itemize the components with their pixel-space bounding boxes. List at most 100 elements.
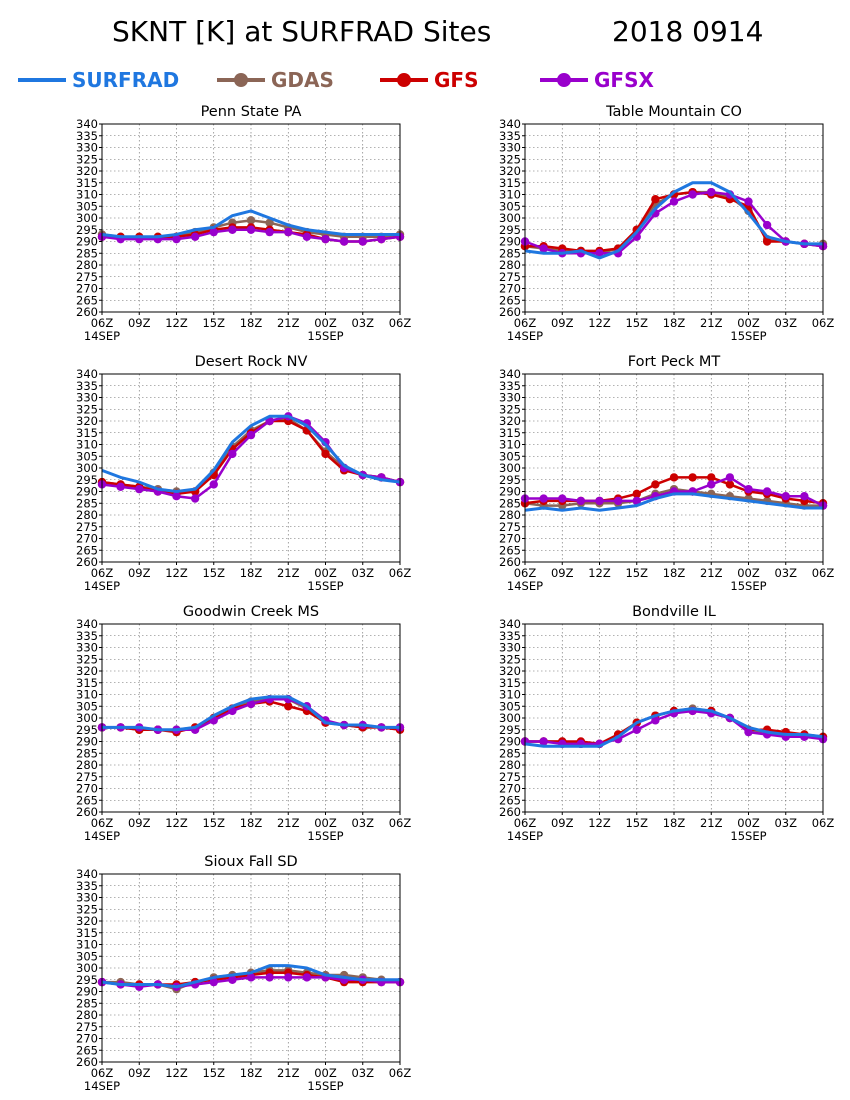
data-point-gfsx <box>539 244 548 253</box>
y-tick-label: 305 <box>499 449 521 463</box>
y-tick-label: 275 <box>76 520 98 534</box>
y-tick-label: 275 <box>76 270 98 284</box>
series-line-surfrad <box>101 414 401 493</box>
x-tick-label: 09Z <box>551 566 574 580</box>
legend-marker-gfsx <box>557 73 571 87</box>
y-tick-label: 305 <box>76 449 98 463</box>
data-point-gfsx <box>190 494 200 503</box>
x-tick-label: 18Z <box>663 316 686 330</box>
data-point-gfsx <box>539 737 548 746</box>
chart-panel-4: Fort Peck MT2602652702752802852902953003… <box>499 354 834 593</box>
x-date-label: 15SEP <box>307 579 343 593</box>
x-tick-label: 03Z <box>351 566 374 580</box>
y-tick-label: 340 <box>76 617 98 631</box>
chart-panel-2: Table Mountain CO 26026527027528028529029… <box>499 104 834 343</box>
x-tick-label: 18Z <box>663 566 686 580</box>
series-line-surfrad <box>101 964 400 989</box>
panel-title: Table Mountain CO <box>605 104 742 120</box>
x-tick-label: 12Z <box>165 1066 188 1080</box>
data-point-gfsx <box>116 482 125 491</box>
x-date-label: 14SEP <box>84 329 120 343</box>
x-tick-label: 00Z <box>314 316 337 330</box>
y-tick-label: 260 <box>76 805 98 819</box>
y-tick-label: 285 <box>499 496 521 510</box>
data-point-gfsx <box>246 973 256 982</box>
y-tick-label: 275 <box>499 270 521 284</box>
y-tick-label: 285 <box>499 246 521 260</box>
x-date-label: 14SEP <box>84 1079 120 1093</box>
y-tick-label: 265 <box>76 293 98 307</box>
y-tick-label: 335 <box>76 129 98 143</box>
x-tick-label: 12Z <box>588 316 611 330</box>
data-point-gfs <box>762 237 772 246</box>
x-tick-label: 12Z <box>165 816 188 830</box>
x-date-label: 14SEP <box>84 829 120 843</box>
x-tick-label: 21Z <box>700 816 723 830</box>
data-point-gfsx <box>284 227 293 237</box>
data-point-gfsx <box>800 492 809 501</box>
plot-frame <box>101 873 401 1063</box>
data-point-gfsx <box>762 220 772 230</box>
y-tick-label: 260 <box>499 305 521 319</box>
y-tick-label: 315 <box>499 426 521 440</box>
y-tick-label: 270 <box>499 782 521 796</box>
y-tick-label: 280 <box>76 508 98 522</box>
x-tick-label: 09Z <box>551 316 574 330</box>
data-point-gfsx <box>228 975 237 984</box>
y-tick-label: 340 <box>499 367 521 381</box>
y-tick-label: 340 <box>76 367 98 381</box>
x-tick-label: 12Z <box>165 566 188 580</box>
y-tick-label: 325 <box>499 402 521 416</box>
series-line-surfrad <box>101 209 400 239</box>
y-tick-label: 305 <box>76 199 98 213</box>
y-tick-label: 300 <box>76 211 98 225</box>
y-tick-label: 295 <box>76 473 98 487</box>
y-tick-label: 310 <box>76 938 98 952</box>
x-tick-label: 15Z <box>202 316 225 330</box>
x-date-label: 14SEP <box>507 329 543 343</box>
data-point-gfs <box>725 480 735 489</box>
plot-frame <box>101 373 401 563</box>
plot-frame <box>101 123 401 313</box>
x-tick-label: 18Z <box>240 816 263 830</box>
x-tick-label: 09Z <box>128 816 151 830</box>
y-tick-label: 320 <box>499 414 521 428</box>
series-line-surfrad <box>524 181 823 260</box>
legend-marker-gdas <box>234 73 248 87</box>
panel-title: Penn State PA <box>201 104 302 120</box>
data-point-gfsx <box>744 727 753 737</box>
x-date-label: 15SEP <box>730 329 766 343</box>
plot-frame <box>524 623 824 813</box>
y-tick-label: 295 <box>76 223 98 237</box>
y-tick-label: 340 <box>499 617 521 631</box>
x-tick-label: 00Z <box>314 566 337 580</box>
x-tick-label: 09Z <box>128 316 151 330</box>
x-tick-label: 21Z <box>700 316 723 330</box>
data-point-gfsx <box>595 496 604 506</box>
y-tick-label: 280 <box>76 758 98 772</box>
y-tick-label: 310 <box>499 688 521 702</box>
y-tick-label: 315 <box>76 426 98 440</box>
x-tick-label: 09Z <box>551 816 574 830</box>
y-tick-label: 300 <box>76 961 98 975</box>
y-tick-label: 290 <box>499 735 521 749</box>
y-tick-label: 295 <box>76 973 98 987</box>
x-tick-label: 12Z <box>165 316 188 330</box>
x-tick-label: 09Z <box>128 566 151 580</box>
data-point-gfsx <box>172 492 181 501</box>
x-tick-label: 03Z <box>351 816 374 830</box>
y-tick-label: 320 <box>499 164 521 178</box>
y-tick-label: 325 <box>499 652 521 666</box>
x-tick-label: 15Z <box>202 816 225 830</box>
y-tick-label: 265 <box>499 793 521 807</box>
y-tick-label: 260 <box>76 305 98 319</box>
y-tick-label: 315 <box>76 676 98 690</box>
legend-label-gfs: GFS <box>434 68 478 92</box>
y-tick-label: 280 <box>499 508 521 522</box>
y-tick-label: 335 <box>499 129 521 143</box>
y-tick-label: 265 <box>499 293 521 307</box>
plot-frame <box>524 123 824 313</box>
data-point-gfsx <box>669 197 679 206</box>
data-point-gfsx <box>576 496 586 506</box>
y-tick-label: 260 <box>499 555 521 569</box>
